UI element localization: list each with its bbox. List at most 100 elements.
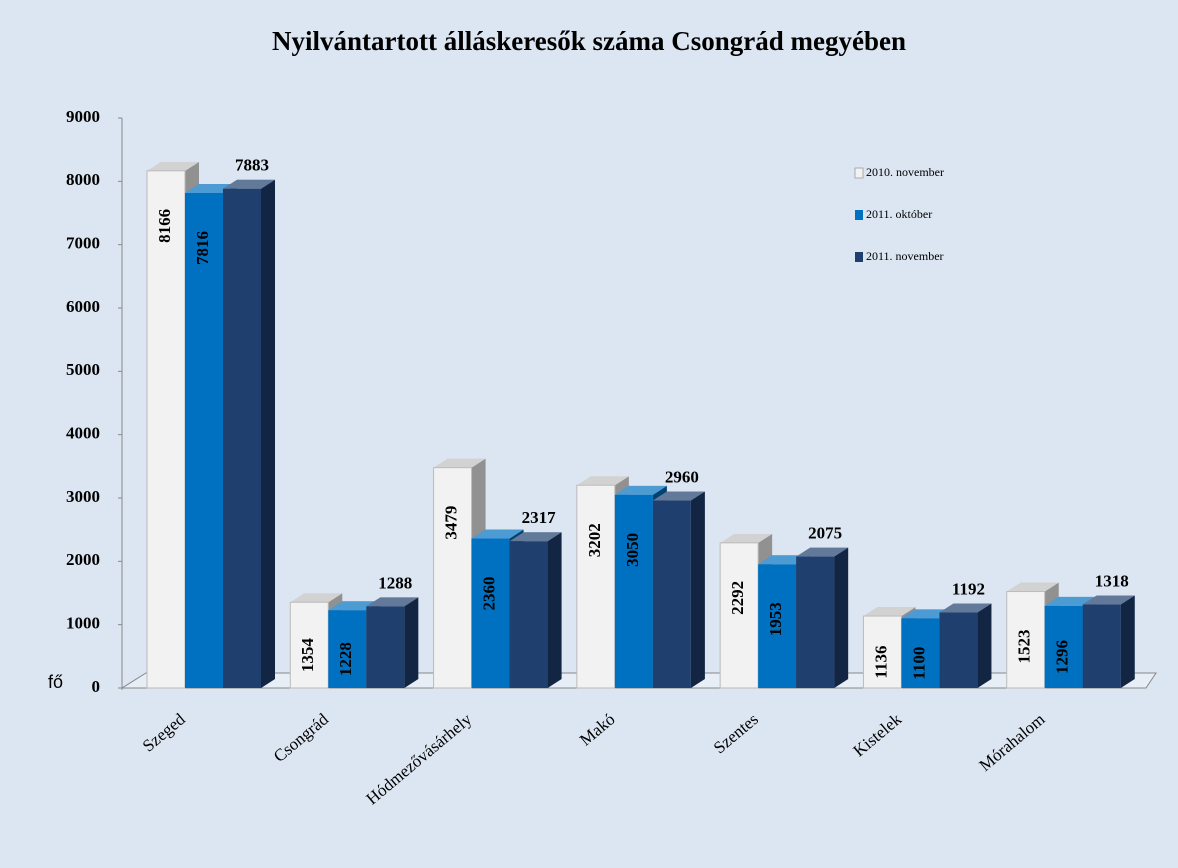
bar-top: [366, 597, 419, 607]
bar-top-shade: [471, 529, 524, 539]
data-label: 2960: [665, 467, 699, 486]
bar-side-shade: [261, 179, 275, 688]
bar-front: [719, 542, 759, 689]
bar: [652, 491, 705, 688]
data-label: 1192: [952, 579, 985, 598]
data-label: 8166: [155, 209, 174, 243]
legend-label: 2011. november: [866, 249, 944, 263]
y-tick-label: 5000: [66, 360, 100, 379]
bar-top-shade: [720, 533, 773, 543]
bar-front: [328, 610, 367, 688]
bar: [366, 597, 419, 688]
bar-top: [652, 491, 705, 501]
y-tick-label: 6000: [66, 297, 100, 316]
bar-top-shade: [290, 593, 343, 603]
bar: [509, 532, 562, 688]
bar-front: [289, 601, 329, 689]
bar: [939, 603, 992, 688]
bar-top: [939, 603, 992, 613]
legend-label: 2011. október: [866, 207, 932, 221]
bar-top: [509, 532, 562, 542]
bar-top: [576, 476, 629, 486]
y-tick-label: 1000: [66, 614, 100, 633]
data-label: 3050: [623, 533, 642, 567]
bar-side-shade: [547, 532, 562, 688]
bar-side: [690, 491, 705, 688]
data-label: 2075: [808, 523, 842, 542]
bar-front: [614, 494, 653, 688]
data-label: 1953: [766, 602, 785, 636]
data-label: 1318: [1095, 571, 1129, 590]
bar-side: [547, 532, 562, 688]
bar-top: [1082, 595, 1135, 605]
bar-top: [796, 547, 849, 557]
bar-top-shade: [1006, 582, 1059, 592]
y-axis-label: fő: [48, 672, 63, 692]
data-label: 1354: [298, 638, 317, 673]
bar-front: [223, 188, 261, 688]
bar-top: [863, 607, 916, 617]
data-label: 1136: [871, 645, 890, 678]
bar-front: [1006, 591, 1046, 689]
bar-side: [404, 597, 419, 688]
bar-front: [1082, 604, 1121, 688]
bar-front: [509, 541, 548, 688]
bar-top-shade: [509, 532, 562, 542]
bar-side-shade: [1120, 595, 1135, 688]
bar-side-shade: [834, 547, 849, 688]
bar-top: [223, 179, 275, 189]
bar-front: [652, 500, 691, 688]
bar-front: [185, 192, 223, 688]
bar-top-shade: [614, 485, 667, 495]
bar-top: [471, 529, 524, 539]
bar-top-shade: [223, 179, 275, 189]
bar-front: [366, 606, 405, 688]
bar: [1082, 595, 1135, 688]
bar-top: [1044, 596, 1097, 606]
bar-front: [758, 564, 797, 688]
legend-label: 2010. november: [866, 165, 944, 179]
bar-side: [1120, 595, 1135, 688]
data-label: 2360: [479, 577, 498, 611]
data-label: 7816: [193, 231, 212, 265]
bar-front: [862, 615, 902, 689]
bar-front: [576, 484, 616, 689]
y-tick-label: 9000: [66, 107, 100, 126]
data-label: 7883: [235, 156, 269, 175]
y-tick-label: 2000: [66, 550, 100, 569]
bar: [796, 547, 849, 688]
legend-swatch: [854, 167, 864, 179]
y-tick-label: 7000: [66, 234, 100, 253]
bar: [719, 533, 773, 689]
data-label: 3202: [585, 523, 604, 557]
bar-top: [614, 485, 667, 495]
data-label: 1228: [336, 642, 355, 676]
bar-top-shade: [576, 476, 629, 486]
legend-swatch: [855, 210, 863, 220]
bar-front: [1044, 605, 1083, 688]
bar-top-shade: [147, 161, 199, 171]
bar-side: [977, 603, 992, 688]
bar-front: [939, 612, 978, 688]
y-tick-label: 8000: [66, 170, 100, 189]
bar-side-shade: [977, 603, 992, 688]
data-label: 1100: [909, 647, 928, 680]
bar-top: [433, 458, 486, 468]
bar: [223, 179, 275, 688]
bar-top-shade: [366, 597, 419, 607]
bar-top-shade: [863, 607, 916, 617]
bar-front: [796, 556, 835, 688]
bar-side-shade: [404, 597, 419, 688]
data-label: 1288: [378, 573, 412, 592]
bar-top-shade: [1082, 595, 1135, 605]
bar-side-shade: [690, 491, 705, 688]
bar-top: [1006, 582, 1059, 592]
bar-side: [261, 179, 275, 688]
chart-title: Nyilvántartott álláskeresők száma Csongr…: [272, 26, 906, 56]
bar-front: [433, 467, 473, 689]
bar-top-shade: [796, 547, 849, 557]
data-label: 2317: [522, 508, 557, 527]
y-tick-label: 3000: [66, 487, 100, 506]
bar-side: [834, 547, 849, 688]
